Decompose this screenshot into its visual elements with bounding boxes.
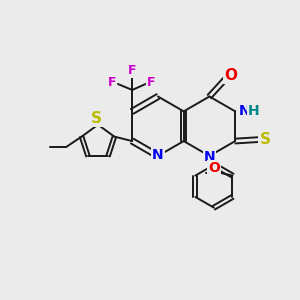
Text: N: N — [204, 149, 215, 164]
Text: S: S — [91, 111, 102, 126]
Text: O: O — [225, 68, 238, 83]
Text: F: F — [108, 76, 116, 89]
Text: F: F — [147, 76, 156, 89]
Text: S: S — [260, 132, 270, 147]
Text: N: N — [152, 148, 164, 162]
Text: O: O — [208, 161, 220, 176]
Text: H: H — [248, 104, 260, 118]
Text: N: N — [238, 104, 250, 118]
Text: F: F — [128, 64, 136, 77]
